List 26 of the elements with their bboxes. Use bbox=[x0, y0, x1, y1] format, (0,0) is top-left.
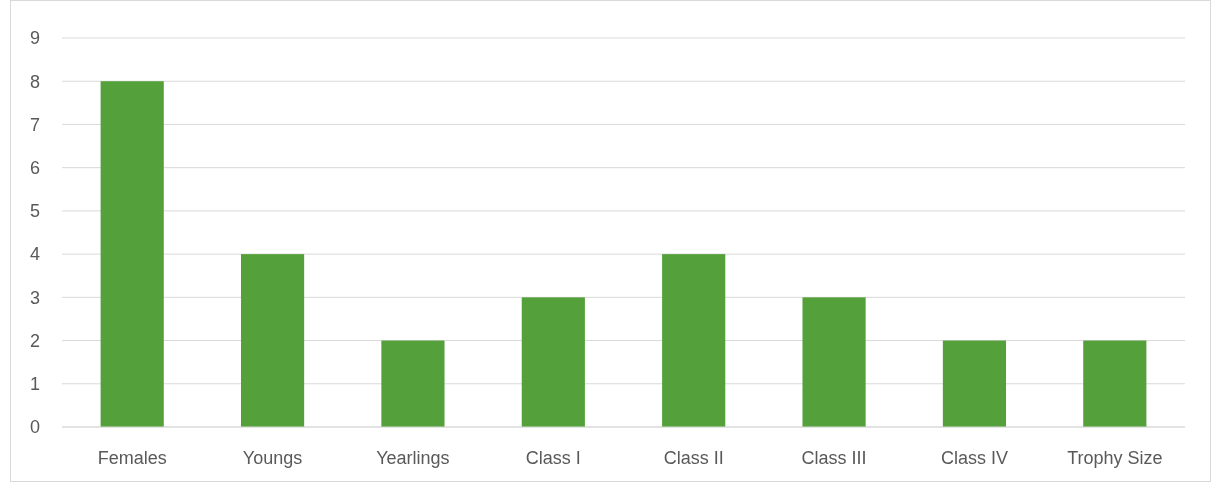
y-tick-label: 3 bbox=[29, 287, 40, 308]
x-tick-label: Youngs bbox=[242, 448, 303, 468]
y-tick-label: 8 bbox=[29, 71, 40, 92]
y-tick-label: 2 bbox=[29, 330, 40, 351]
y-tick-label: 9 bbox=[29, 28, 40, 49]
y-tick-label: 0 bbox=[29, 417, 40, 438]
y-tick-label: 7 bbox=[29, 114, 40, 135]
x-tick-label: Class II bbox=[663, 448, 724, 468]
x-tick-label: Class III bbox=[801, 448, 867, 468]
bar bbox=[240, 254, 305, 427]
y-tick-label: 4 bbox=[29, 244, 40, 265]
bar bbox=[802, 297, 866, 427]
bar bbox=[381, 340, 445, 427]
y-tick-label: 6 bbox=[29, 157, 40, 178]
bar bbox=[100, 81, 164, 427]
x-tick-label: Yearlings bbox=[376, 448, 450, 468]
bar bbox=[1083, 340, 1147, 427]
y-tick-label: 1 bbox=[29, 374, 40, 395]
x-tick-label: Females bbox=[97, 448, 167, 468]
bar bbox=[521, 297, 585, 427]
bar bbox=[942, 340, 1007, 427]
x-tick-label: Trophy Size bbox=[1067, 448, 1163, 468]
bar bbox=[662, 254, 726, 427]
y-tick-label: 5 bbox=[29, 201, 40, 222]
x-tick-label: Class I bbox=[525, 448, 581, 468]
x-tick-label: Class IV bbox=[940, 448, 1008, 468]
